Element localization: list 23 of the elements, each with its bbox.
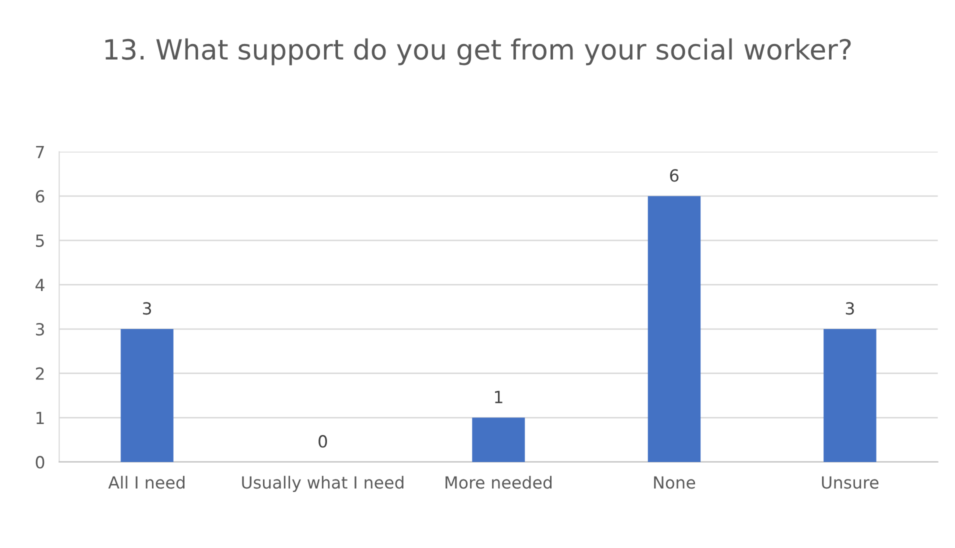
bar xyxy=(120,329,174,462)
x-tick-label: All I need xyxy=(108,476,184,489)
data-label: 3 xyxy=(143,302,152,315)
data-label: 1 xyxy=(495,390,502,404)
y-tick-label: 4 xyxy=(36,278,44,292)
data-label: 0 xyxy=(318,435,327,448)
bar xyxy=(472,418,525,462)
x-tick-label: More needed xyxy=(446,476,552,489)
y-tick-label: 1 xyxy=(36,412,44,424)
y-tick-label: 2 xyxy=(36,367,44,380)
x-tick-label: None xyxy=(654,476,696,489)
y-tick-label: 5 xyxy=(36,234,44,247)
y-tick-label: 0 xyxy=(36,456,44,469)
bar xyxy=(648,196,701,462)
y-tick-label: 6 xyxy=(36,190,44,203)
data-label: 6 xyxy=(670,169,678,182)
x-tick-label: Unsure xyxy=(822,476,878,489)
x-tick-label: Usually what I need xyxy=(242,476,404,492)
data-label: 3 xyxy=(846,302,854,315)
y-tick-label: 3 xyxy=(36,322,44,336)
bar xyxy=(824,329,876,462)
chart-title: 13. What support do you get from your social worker? xyxy=(105,38,851,66)
y-tick-label: 7 xyxy=(36,146,44,158)
